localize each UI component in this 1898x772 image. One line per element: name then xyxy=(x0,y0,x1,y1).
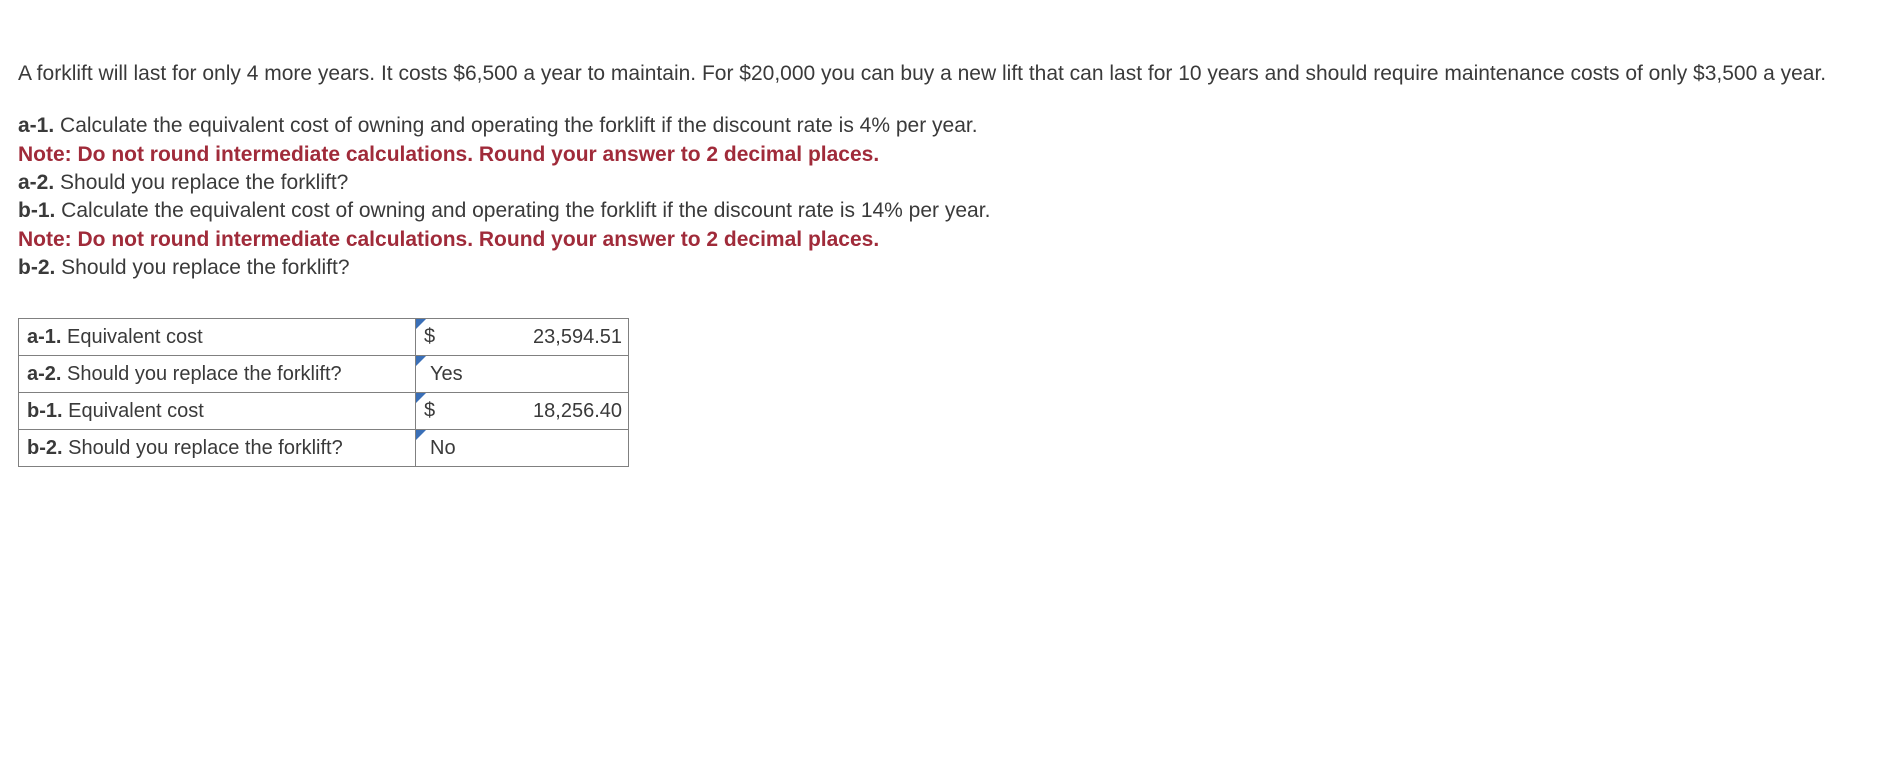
answer-table: a-1. Equivalent cost $ 23,594.51 a-2. Sh… xyxy=(18,318,629,467)
problem-intro: A forklift will last for only 4 more yea… xyxy=(18,60,1880,88)
row-b1-label-bold: b-1. xyxy=(27,400,63,422)
question-b2-label: b-2. xyxy=(18,256,55,279)
row-a1-label-rest: Equivalent cost xyxy=(61,326,202,348)
cell-indicator-icon xyxy=(416,430,426,440)
row-b1-label-rest: Equivalent cost xyxy=(63,400,204,422)
table-row: a-1. Equivalent cost $ 23,594.51 xyxy=(19,319,629,356)
row-b1-label: b-1. Equivalent cost xyxy=(19,393,416,430)
note-a1: Note: Do not round intermediate calculat… xyxy=(18,141,1880,169)
row-b2-value: No xyxy=(430,437,456,459)
question-a1: a-1. Calculate the equivalent cost of ow… xyxy=(18,112,1880,140)
question-b2-text: Should you replace the forklift? xyxy=(55,256,349,279)
row-b1-value-cell[interactable]: $ 18,256.40 xyxy=(416,393,629,430)
question-a2-label: a-2. xyxy=(18,171,54,194)
table-row: a-2. Should you replace the forklift? Ye… xyxy=(19,356,629,393)
row-a1-value: 23,594.51 xyxy=(533,326,622,348)
question-b1-label: b-1. xyxy=(18,199,55,222)
row-a2-label-bold: a-2. xyxy=(27,363,61,385)
question-b1: b-1. Calculate the equivalent cost of ow… xyxy=(18,197,1880,225)
row-a1-label-bold: a-1. xyxy=(27,326,61,348)
question-b2: b-2. Should you replace the forklift? xyxy=(18,254,1880,282)
row-b2-label-bold: b-2. xyxy=(27,437,63,459)
questions-block: a-1. Calculate the equivalent cost of ow… xyxy=(18,112,1880,282)
row-a2-value-cell[interactable]: Yes xyxy=(416,356,629,393)
question-a1-text: Calculate the equivalent cost of owning … xyxy=(54,114,977,137)
table-row: b-1. Equivalent cost $ 18,256.40 xyxy=(19,393,629,430)
row-b2-label-rest: Should you replace the forklift? xyxy=(63,437,343,459)
question-a2: a-2. Should you replace the forklift? xyxy=(18,169,1880,197)
row-b2-value-cell[interactable]: No xyxy=(416,430,629,467)
row-b2-label: b-2. Should you replace the forklift? xyxy=(19,430,416,467)
table-row: b-2. Should you replace the forklift? No xyxy=(19,430,629,467)
row-a2-label-rest: Should you replace the forklift? xyxy=(61,363,341,385)
question-a1-label: a-1. xyxy=(18,114,54,137)
row-a1-label: a-1. Equivalent cost xyxy=(19,319,416,356)
currency-symbol: $ xyxy=(424,324,435,351)
row-a2-value: Yes xyxy=(430,363,463,385)
cell-indicator-icon xyxy=(416,356,426,366)
row-b1-value: 18,256.40 xyxy=(533,400,622,422)
row-a2-label: a-2. Should you replace the forklift? xyxy=(19,356,416,393)
question-b1-text: Calculate the equivalent cost of owning … xyxy=(55,199,990,222)
currency-symbol: $ xyxy=(424,398,435,425)
row-a1-value-cell[interactable]: $ 23,594.51 xyxy=(416,319,629,356)
note-b1: Note: Do not round intermediate calculat… xyxy=(18,226,1880,254)
question-a2-text: Should you replace the forklift? xyxy=(54,171,348,194)
